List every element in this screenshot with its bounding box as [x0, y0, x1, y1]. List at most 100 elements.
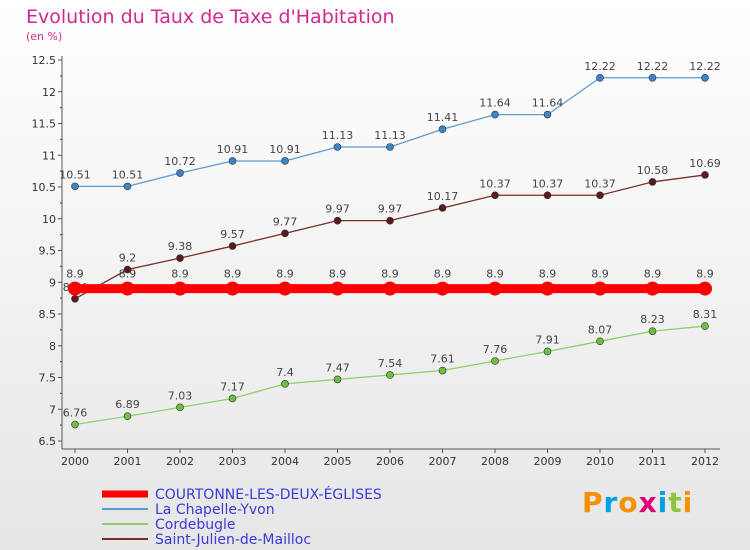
- legend-item: Saint-Julien-de-Mailloc: [102, 532, 311, 548]
- data-label: 8.9: [486, 268, 504, 281]
- data-point: [543, 347, 552, 356]
- data-point: [68, 281, 82, 296]
- data-label: 7.4: [276, 366, 294, 379]
- data-label: 9.57: [220, 228, 245, 241]
- data-point: [278, 281, 292, 296]
- data-point: [543, 191, 552, 200]
- data-point: [701, 322, 709, 330]
- y-tick-label: 12: [42, 86, 56, 99]
- data-point: [228, 157, 237, 165]
- data-point: [330, 281, 345, 296]
- x-tick-label: 2005: [324, 455, 352, 468]
- data-label: 11.13: [322, 129, 354, 142]
- y-tick-label: 8: [49, 340, 56, 353]
- data-label: 9.97: [378, 203, 403, 216]
- data-point: [386, 143, 394, 151]
- legend-label: COURTONNE-LES-DEUX-ÉGLISES: [155, 486, 382, 503]
- data-label: 12.22: [689, 60, 721, 73]
- data-point: [386, 216, 394, 225]
- data-label: 10.58: [637, 164, 669, 177]
- legend-item: Cordebugle: [102, 517, 236, 533]
- x-tick-label: 2003: [219, 455, 247, 468]
- data-point: [120, 281, 135, 296]
- data-point: [491, 357, 499, 365]
- data-label: 6.76: [63, 406, 88, 419]
- data-point: [281, 229, 289, 238]
- data-point: [438, 204, 447, 212]
- data-point: [383, 281, 397, 296]
- data-point: [435, 281, 450, 296]
- x-tick-label: 2001: [114, 455, 142, 468]
- data-label: 6.89: [115, 398, 140, 411]
- data-point: [123, 412, 132, 421]
- data-label: 9.77: [273, 215, 298, 228]
- data-point: [698, 281, 712, 296]
- data-point: [491, 110, 499, 119]
- data-point: [333, 143, 342, 151]
- data-label: 12.22: [584, 60, 616, 73]
- logo-letter: r: [603, 486, 619, 519]
- data-label: 7.91: [535, 333, 560, 346]
- data-label: 11.41: [427, 111, 459, 124]
- data-label: 7.17: [220, 380, 245, 393]
- data-label: 8.23: [640, 313, 665, 326]
- data-point: [176, 169, 184, 177]
- data-label: 8.31: [693, 308, 718, 321]
- x-tick-label: 2002: [166, 455, 194, 468]
- data-point: [228, 242, 237, 250]
- data-label: 7.61: [430, 353, 455, 366]
- data-point: [645, 281, 660, 296]
- data-point: [333, 216, 342, 225]
- data-label: 7.76: [483, 343, 508, 356]
- data-point: [281, 380, 289, 388]
- data-point: [488, 281, 502, 296]
- y-tick-label: 6.5: [39, 435, 57, 448]
- data-label: 10.17: [427, 190, 459, 203]
- data-label: 8.9: [434, 268, 452, 281]
- logo-letter: o: [618, 486, 639, 519]
- data-label: 10.51: [112, 168, 144, 181]
- x-tick-label: 2004: [271, 455, 299, 468]
- data-point: [123, 182, 132, 191]
- data-label: 10.37: [584, 177, 616, 190]
- y-tick-label: 10.5: [32, 181, 57, 194]
- y-tick-label: 9: [49, 276, 56, 289]
- series-cordebugle: 6.76 6.89 7.03 7.17 7.4 7.47 7.54 7.61 7.76 7.91 8…: [63, 308, 718, 429]
- legend-item: La Chapelle-Yvon: [102, 502, 275, 518]
- legend-item: COURTONNE-LES-DEUX-ÉGLISES: [102, 486, 382, 503]
- series-la-chapelle-yvon: 10.51 10.51 10.72 10.91 10.91 11.13 11.13 11.41…: [59, 60, 721, 191]
- data-point: [438, 125, 447, 134]
- data-label: 7.03: [168, 389, 193, 402]
- data-label: 9.97: [325, 203, 350, 216]
- legend-label: Saint-Julien-de-Mailloc: [155, 532, 311, 548]
- data-point: [333, 375, 342, 384]
- data-label: 10.72: [164, 155, 196, 168]
- series-courtonne-les-deux-glises: 8.9 8.9 8.9 8.9 8.9 8.9 8.9 8.9 8.9 8.9 8.9 8.9 8.9: [66, 268, 714, 296]
- data-point: [386, 371, 394, 379]
- data-label: 8.9: [119, 268, 137, 281]
- data-label: 10.69: [689, 157, 721, 170]
- data-point: [596, 73, 604, 82]
- data-point: [701, 171, 709, 179]
- data-point: [173, 281, 187, 296]
- x-tick-label: 2012: [691, 455, 719, 468]
- y-tick-label: 10: [42, 213, 56, 226]
- data-label: 11.64: [479, 97, 511, 110]
- data-point: [596, 337, 604, 346]
- data-label: 9.2: [119, 252, 137, 265]
- logo-letter: i: [657, 486, 669, 519]
- data-point: [648, 73, 657, 82]
- data-point: [648, 178, 657, 186]
- y-tick-label: 7.5: [39, 372, 57, 385]
- logo-letter: P: [582, 486, 604, 519]
- data-label: 10.37: [479, 177, 511, 190]
- data-label: 7.54: [378, 357, 403, 370]
- data-label: 8.9: [539, 268, 557, 281]
- data-label: 7.47: [325, 361, 350, 374]
- data-point: [281, 157, 289, 165]
- series-saint-julien-de-mailloc: 8.749.29.389.579.779.979.9710.1710.3710.…: [63, 157, 721, 303]
- data-label: 8.9: [591, 268, 609, 281]
- data-label: 8.9: [224, 268, 242, 281]
